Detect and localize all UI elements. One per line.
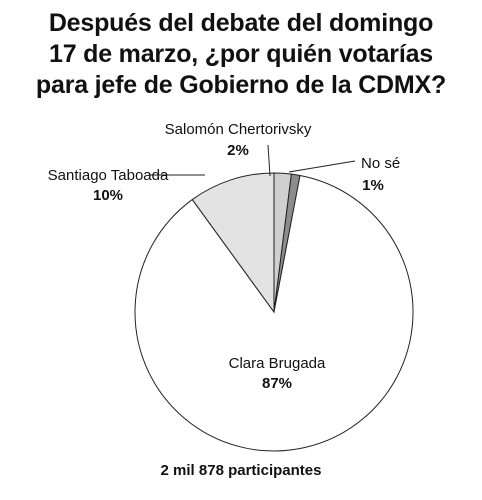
slice-value-santiago-taboada: 10% [93, 187, 123, 204]
pie-slice-santiago-taboada [191, 172, 275, 314]
slice-label-santiago-taboada: Santiago Taboada [48, 167, 169, 184]
chart-title-line-1: Después del debate del domingo [48, 9, 434, 37]
chart-title-line-3: para jefe de Gobierno de la CDMX? [35, 71, 447, 99]
chart-title-line-2: 17 de marzo, ¿por quién votarías [49, 40, 433, 68]
leader-line-no-s- [288, 160, 356, 173]
slice-label-salom-n-chertorivsky: Salomón Chertorivsky [165, 121, 312, 138]
slice-label-no-s-: No sé [361, 155, 400, 172]
leader-line-salom-n-chertorivsky [267, 144, 271, 177]
slice-value-clara-brugada: 87% [262, 375, 292, 392]
slice-value-no-s-: 1% [362, 177, 384, 194]
pie-slice-clara-brugada [134, 174, 414, 452]
slice-label-clara-brugada: Clara Brugada [229, 355, 326, 372]
chart-title: Después del debate del domingo 17 de mar… [0, 8, 482, 101]
slice-value-salom-n-chertorivsky: 2% [227, 142, 249, 159]
participants-footer: 2 mil 878 participantes [160, 462, 322, 479]
